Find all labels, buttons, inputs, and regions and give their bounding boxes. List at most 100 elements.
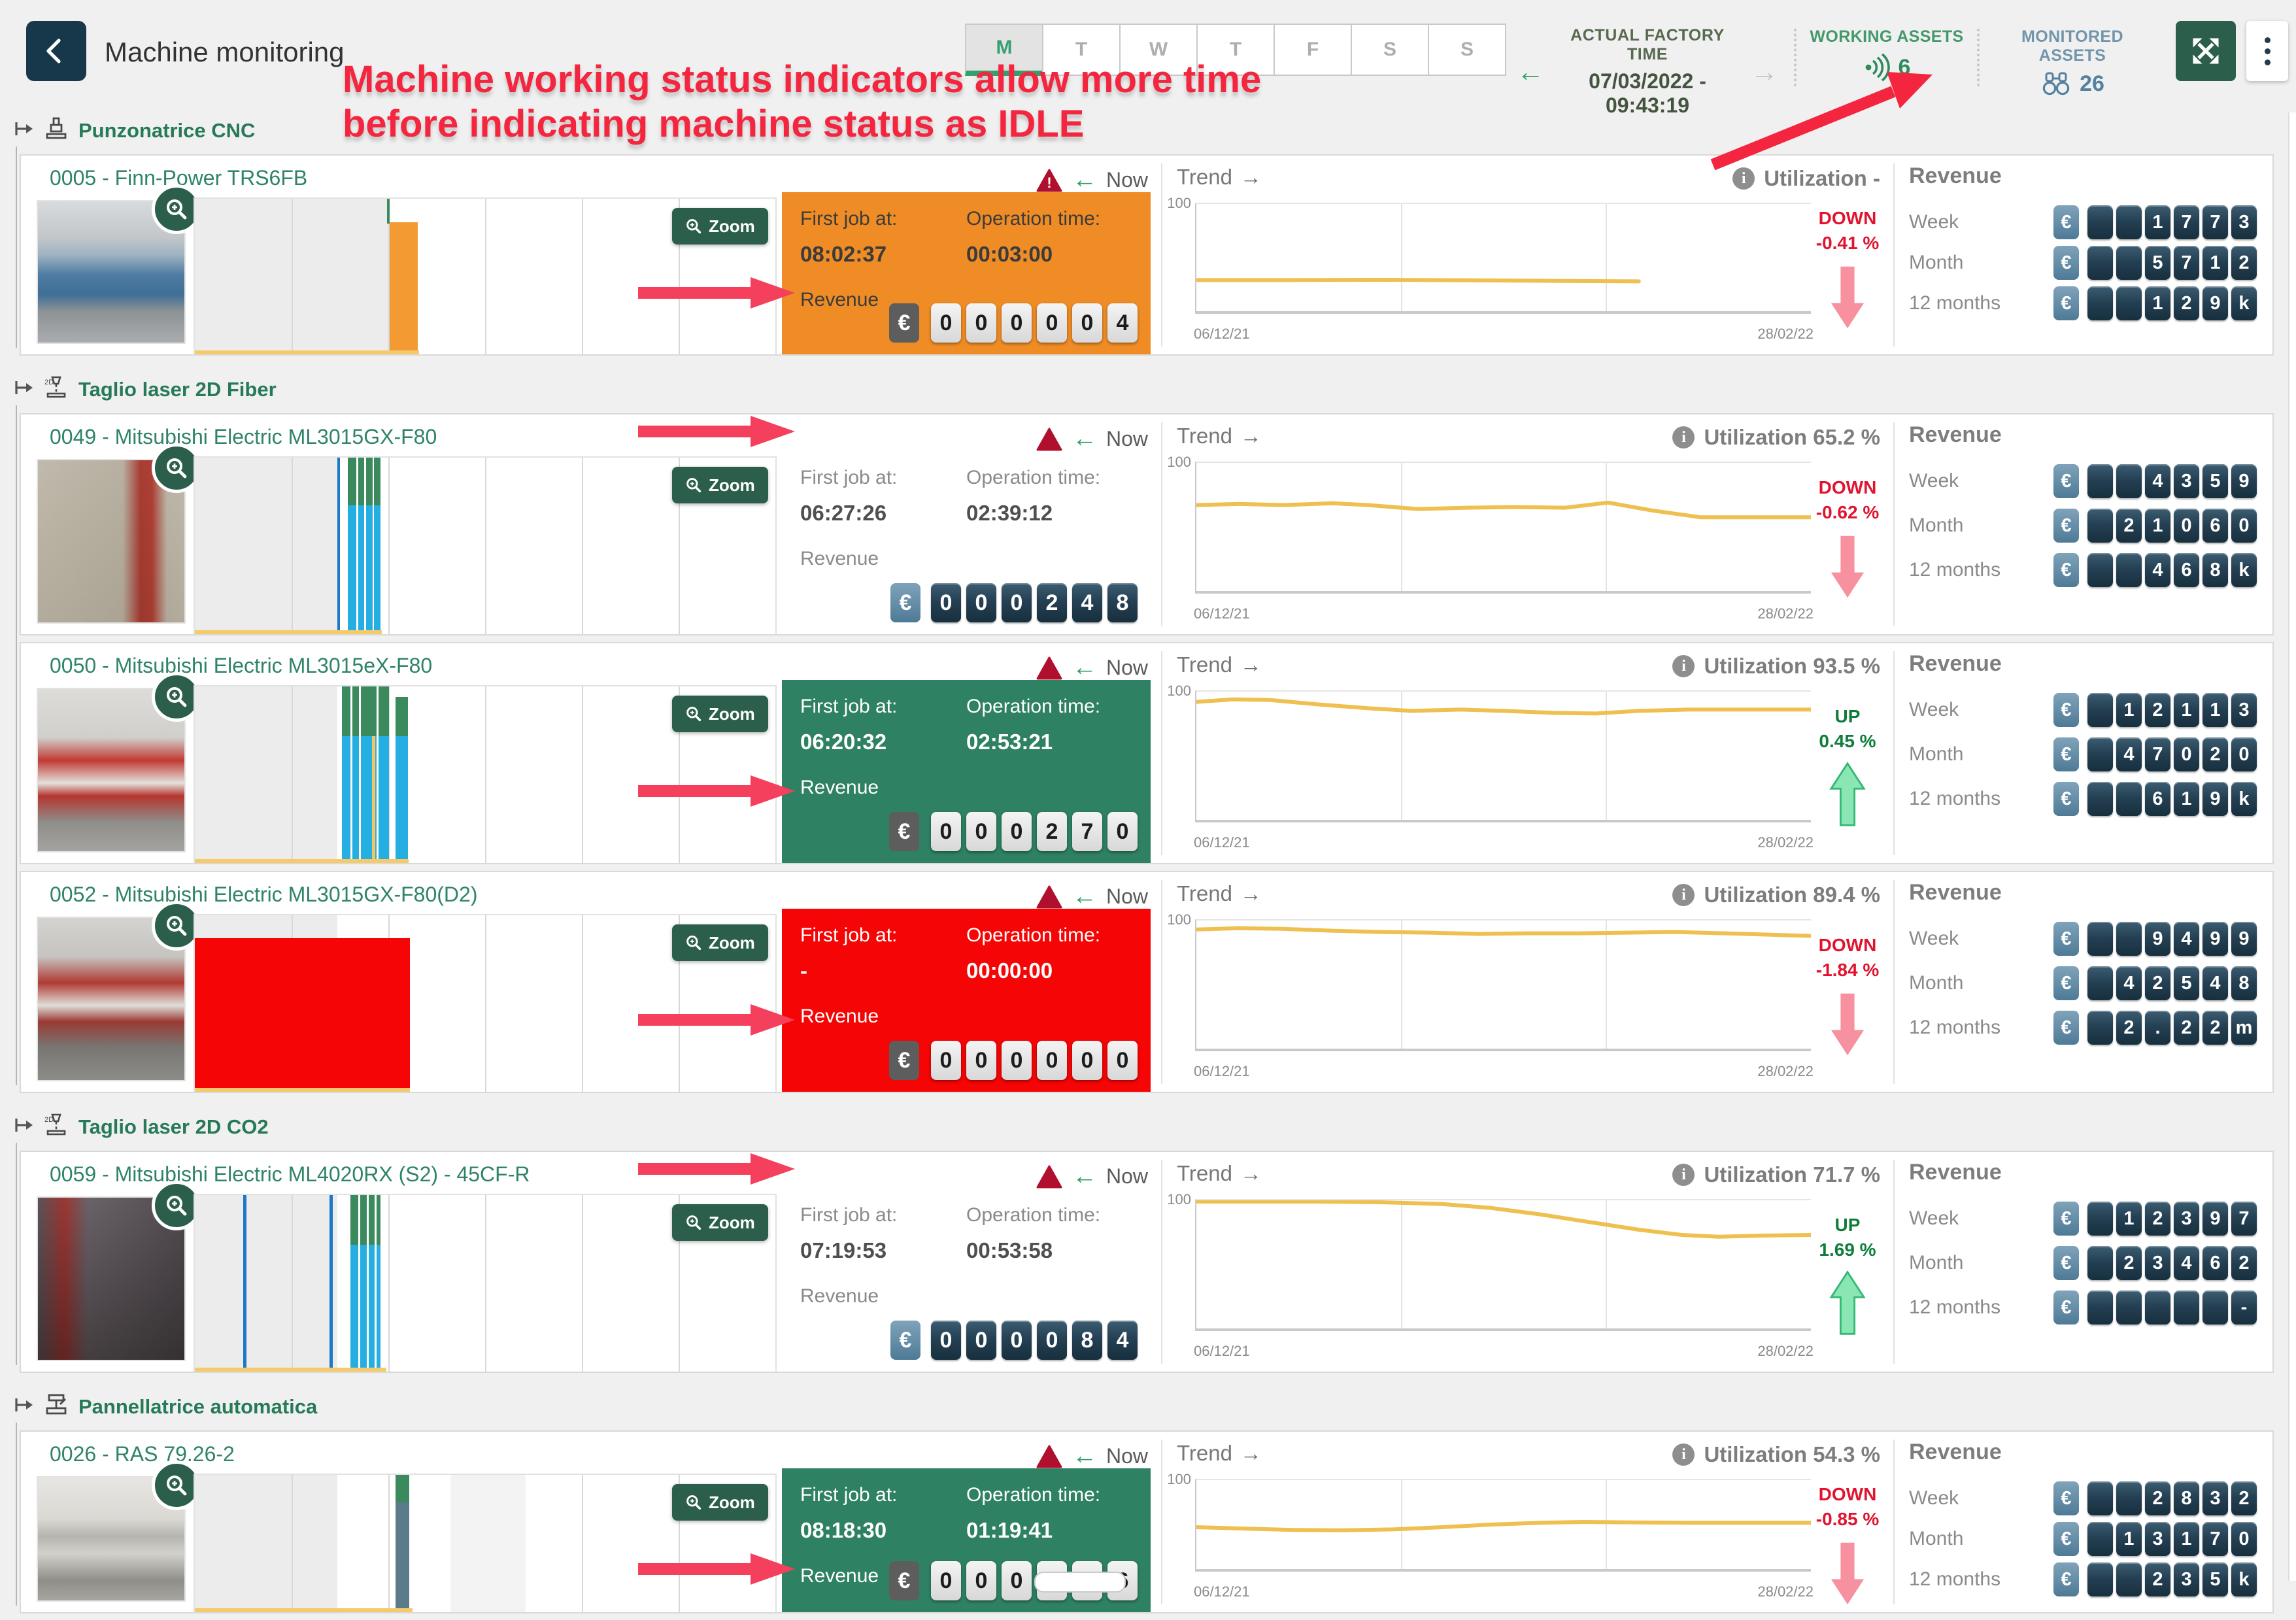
timeline-past-region [195,1195,338,1372]
euro-tile: € [2053,1481,2079,1515]
timeline-chart[interactable] [194,1194,777,1372]
kebab-menu-button[interactable] [2246,21,2288,81]
revenue-period-label: Week [1909,928,1959,949]
info-icon[interactable]: i [1672,884,1695,906]
revenue-label: Revenue [800,1005,879,1027]
digit-tile: 1 [2174,693,2199,727]
operation-time-value: 02:39:12 [966,501,1053,525]
group-expand-arrow-icon[interactable] [12,1393,34,1421]
operation-time-label: Operation time: [966,1484,1101,1506]
timeline-chart[interactable] [194,914,777,1092]
group-expand-arrow-icon[interactable] [12,1113,34,1141]
euro-tile: € [2053,286,2079,320]
revenue-period-label: 12 months [1909,292,2001,314]
machine-name[interactable]: 0049 - Mitsubishi Electric ML3015GX-F80 [50,425,437,448]
timeline-bar-cyan [341,735,390,863]
photo-zoom-icon[interactable] [152,1460,201,1510]
revenue-tiles: €5 7 1 2 [2053,246,2257,280]
warning-icon[interactable] [1036,427,1063,452]
machine-name[interactable]: 0050 - Mitsubishi Electric ML3015eX-F80 [50,654,433,677]
warning-icon[interactable] [1036,1164,1063,1189]
gridline [1606,1480,1608,1569]
day-tab-T-1[interactable]: T [1042,24,1121,76]
revenue-period-label: Month [1909,743,1964,765]
digit-tile: 2 [2145,1481,2170,1515]
warning-icon[interactable]: ! [1036,168,1063,193]
digit-tile [2087,286,2113,320]
laser-cutter-icon: 2D [43,374,69,405]
revenue-period-label: 12 months [1909,1296,2001,1318]
now-label: Now [1106,168,1148,192]
digit-tile: 4 [2174,1246,2199,1280]
info-icon[interactable]: i [1672,655,1695,677]
photo-zoom-icon[interactable] [152,1181,201,1230]
factory-time-next-arrow[interactable]: → [1751,56,1778,87]
info-icon[interactable]: i [1672,426,1695,448]
timeline-gridline [581,458,583,634]
machine-name[interactable]: 0026 - RAS 79.26-2 [50,1442,235,1466]
day-tab-S-5[interactable]: S [1351,24,1429,76]
timeline-gridline [581,686,583,863]
digit-tile [2116,205,2142,239]
fullscreen-button[interactable] [2176,21,2236,81]
warning-icon[interactable] [1036,656,1063,681]
euro-tile: € [2053,966,2079,1000]
operation-time-label: Operation time: [966,924,1101,946]
revenue-period-label: Week [1909,699,1959,720]
zoom-button-label: Zoom [709,1212,755,1232]
svg-text:!: ! [1047,175,1051,191]
digit-tile: 0 [931,1041,961,1080]
info-icon[interactable]: i [1672,1164,1695,1186]
revenue-week-row: Week €1 2 1 1 3 [1909,692,2257,728]
warning-icon[interactable] [1036,1444,1063,1469]
revenue-counter: €0 0 0 2 4 8 [890,583,1138,622]
x-axis-end-label: 28/02/22 [1757,1063,1814,1079]
divider [1893,1160,1895,1364]
now-indicator: ← Now [991,1442,1148,1470]
operation-time-value: 00:03:00 [966,242,1053,266]
revenue-week-row: Week €2 8 3 2 [1909,1481,2257,1516]
digit-tile: 2 [2231,1481,2257,1515]
zoom-button[interactable]: Zoom [672,924,768,961]
digit-tile: 2 [1037,812,1067,851]
zoom-button[interactable]: Zoom [672,208,768,245]
timeline-baseline [195,1088,410,1092]
digit-tile: 3 [2145,1522,2170,1556]
first-job-label: First job at: [800,696,898,717]
zoom-button[interactable]: Zoom [672,1484,768,1521]
day-tab-W-2[interactable]: W [1119,24,1198,76]
zoom-button[interactable]: Zoom [672,696,768,732]
machine-name[interactable]: 0052 - Mitsubishi Electric ML3015GX-F80(… [50,883,478,906]
group-expand-arrow-icon[interactable] [12,117,34,144]
timeline-past-region [195,686,338,863]
timeline-past-region [195,1475,338,1612]
day-tab-M-0[interactable]: M [965,24,1043,76]
digit-tile: 7 [2174,246,2199,280]
info-icon[interactable]: i [1732,167,1755,190]
group-header: 2D Taglio laser 2D Fiber [12,374,2283,405]
day-tab-F-4[interactable]: F [1274,24,1352,76]
digit-tile: 9 [2203,782,2228,816]
factory-time-prev-arrow[interactable]: ← [1517,56,1544,87]
now-label: Now [1106,656,1148,679]
revenue-header: Revenue [1909,422,2002,447]
timeline-bar-orange [390,222,418,354]
back-button[interactable] [26,21,86,81]
machine-name[interactable]: 0059 - Mitsubishi Electric ML4020RX (S2)… [50,1162,530,1186]
zoom-button[interactable]: Zoom [672,467,768,503]
zoom-button[interactable]: Zoom [672,1204,768,1241]
factory-time-block: ← ACTUAL FACTORY TIME 07/03/2022 - 09:43… [1517,26,1778,118]
info-icon[interactable]: i [1672,1443,1695,1466]
warning-icon[interactable] [1036,885,1063,909]
group-expand-arrow-icon[interactable] [12,376,34,403]
group-header: Punzonatrice CNC [12,115,2283,146]
day-tab-S-6[interactable]: S [1428,24,1506,76]
timeline-gridline [484,915,486,1092]
revenue-tiles: €4 6 8 k [2053,553,2257,587]
gridline [1606,692,1608,820]
euro-tile: € [2053,693,2079,727]
digit-tile: 0 [1072,1041,1102,1080]
day-tab-T-3[interactable]: T [1196,24,1275,76]
photo-zoom-icon[interactable] [152,672,201,722]
digit-tile: 3 [2174,1562,2199,1596]
